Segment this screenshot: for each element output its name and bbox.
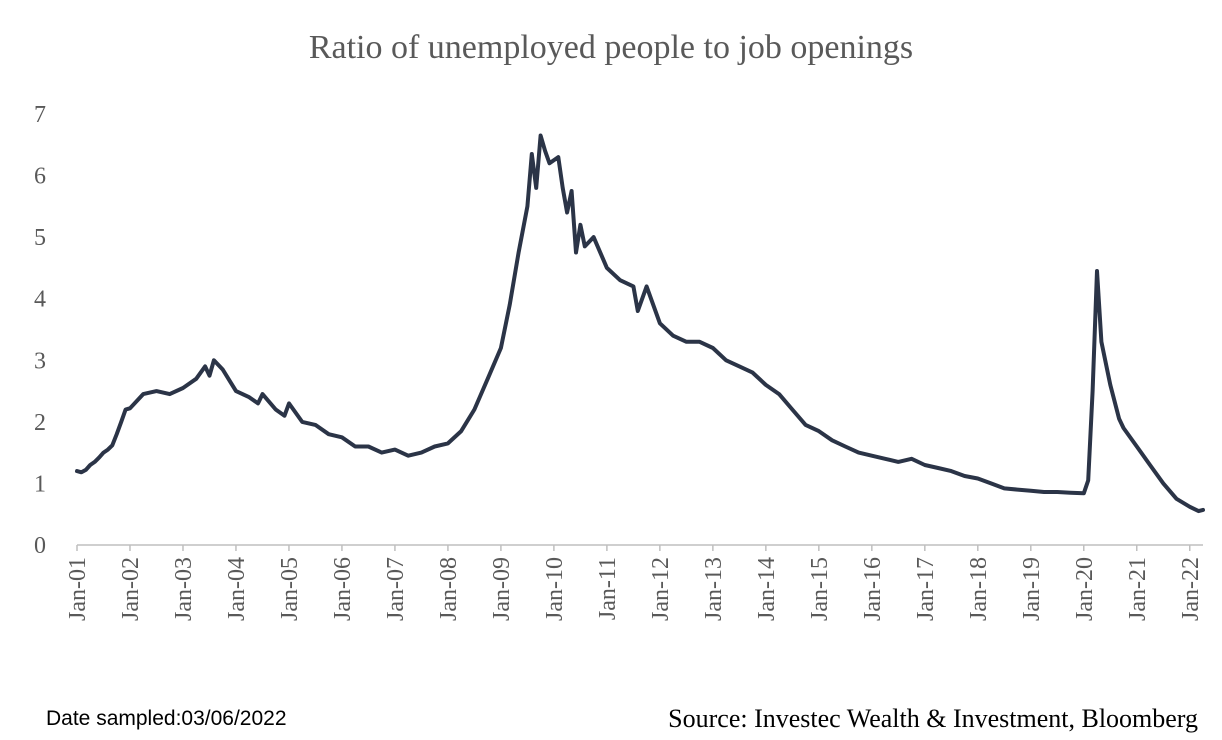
x-tick-label: Jan-14 [754,557,780,621]
source-note: Source: Investec Wealth & Investment, Bl… [668,704,1198,733]
y-tick-label: 7 [34,102,46,128]
x-tick-label: Jan-22 [1178,557,1204,621]
x-tick-label: Jan-17 [913,557,939,621]
x-tick-label: Jan-20 [1072,557,1098,621]
x-tick-label: Jan-04 [224,557,250,621]
x-tick-label: Jan-07 [383,557,409,621]
x-tick-label: Jan-06 [330,557,356,621]
y-tick-label: 1 [34,471,46,497]
x-tick-label: Jan-21 [1125,557,1151,621]
y-tick-label: 3 [34,348,46,374]
series-line [75,133,1205,514]
x-tick-label: Jan-16 [860,557,886,621]
x-tick-label: Jan-05 [277,557,303,621]
x-tick-label: Jan-02 [118,557,144,621]
x-tick-label: Jan-12 [648,557,674,621]
chart-title: Ratio of unemployed people to job openin… [309,29,913,66]
x-tick-label: Jan-18 [966,557,992,621]
y-tick-label: 6 [34,164,46,190]
x-tick-label: Jan-03 [171,557,197,621]
x-tick-label: Jan-09 [489,557,515,621]
y-tick-label: 4 [34,287,46,313]
x-tick-label: Jan-10 [542,557,568,621]
y-tick-label: 2 [34,410,46,436]
x-tick-label: Jan-13 [701,557,727,621]
x-tick-label: Jan-11 [595,557,621,620]
y-tick-label: 5 [34,225,46,251]
x-tick-label: Jan-19 [1019,557,1045,621]
x-tick-label: Jan-08 [436,557,462,621]
date-sampled-note: Date sampled:03/06/2022 [46,707,287,730]
y-axis-ticks: 0 1 2 3 4 5 6 7 [34,102,46,559]
y-tick-label: 0 [34,533,46,559]
x-tick-label: Jan-01 [65,557,91,621]
x-tick-label: Jan-15 [807,557,833,621]
x-axis-ticks: Jan-01 Jan-02 Jan-03 Jan-04 Jan-05 Jan-06 Jan-… [65,545,1204,621]
